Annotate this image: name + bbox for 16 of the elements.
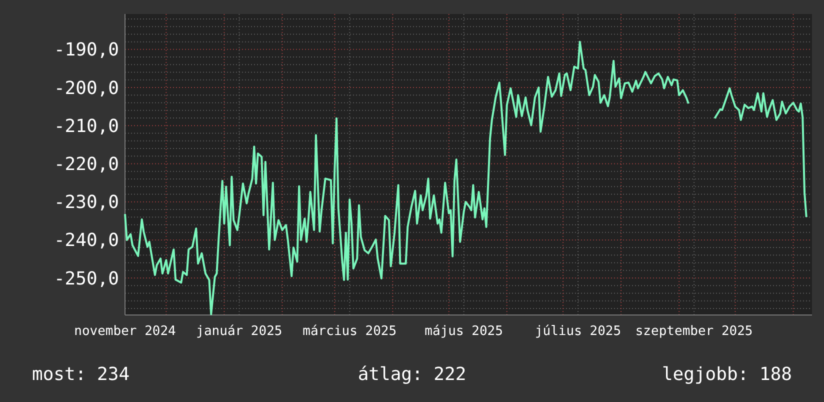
x-tick-label: november 2024 — [74, 324, 176, 339]
x-tick-label: január 2025 — [196, 324, 282, 339]
y-tick-label: -230,0 — [54, 192, 119, 214]
x-tick-label: szeptember 2025 — [635, 324, 753, 339]
y-tick-label: -240,0 — [54, 230, 119, 252]
y-tick-label: -200,0 — [54, 78, 119, 99]
x-tick-label: május 2025 — [424, 324, 503, 339]
y-tick-label: -220,0 — [54, 154, 119, 176]
y-tick-label: -190,0 — [54, 40, 119, 61]
x-tick-label: március 2025 — [302, 324, 397, 339]
y-tick-label: -210,0 — [54, 116, 119, 137]
x-tick-label: július 2025 — [534, 324, 622, 339]
y-tick-label: -250,0 — [54, 268, 119, 290]
text: most: 234 — [32, 364, 130, 385]
text: legjobb: 188 — [662, 364, 792, 385]
text: átlag: 222 — [358, 364, 466, 385]
